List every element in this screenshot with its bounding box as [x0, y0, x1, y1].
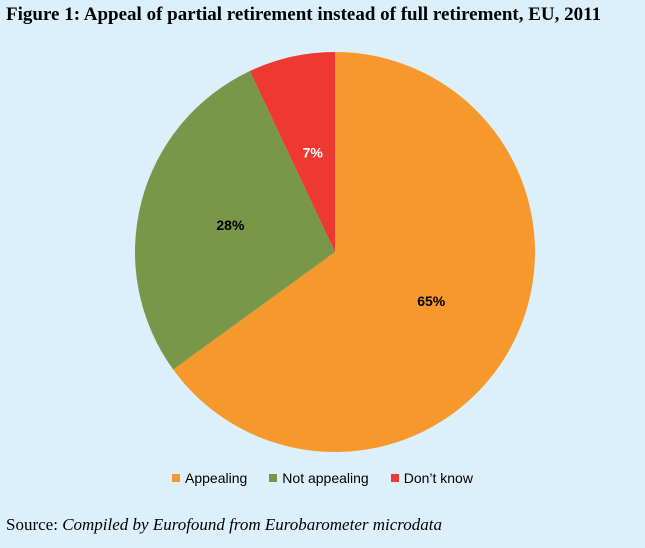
legend-label-don-t-know: Don’t know: [403, 470, 473, 486]
pie-slice-not-appealing: [135, 71, 335, 370]
pie-slices: [135, 52, 535, 453]
pie-slice-appealing: [173, 52, 535, 453]
legend-swatch-not-appealing: [269, 474, 278, 482]
legend-item-not-appealing: Not appealing: [269, 470, 369, 486]
legend-label-appealing: Appealing: [185, 470, 248, 486]
source-prefix: Source:: [6, 515, 58, 534]
slice-label-appealing: 65%: [417, 293, 446, 309]
slice-label-don-t-know: 7%: [303, 144, 324, 160]
pie-labels: 65% 28% 7%: [216, 144, 445, 309]
figure-title: Figure 1: Appeal of partial retirement i…: [6, 4, 602, 25]
source-note: Source: Compiled by Eurofound from Eurob…: [6, 515, 442, 535]
legend-label-not-appealing: Not appealing: [282, 470, 369, 486]
source-text: Compiled by Eurofound from Eurobarometer…: [62, 515, 442, 534]
slice-label-not-appealing: 28%: [216, 217, 245, 233]
legend-item-don-t-know: Don’t know: [390, 470, 473, 486]
pie-slice-don-t-know: [249, 52, 335, 252]
legend-swatch-don-t-know: [390, 474, 399, 482]
legend-swatch-appealing: [172, 474, 181, 482]
legend-item-appealing: Appealing: [172, 470, 247, 486]
chart-legend: Appealing Not appealing Don’t know: [0, 470, 645, 486]
